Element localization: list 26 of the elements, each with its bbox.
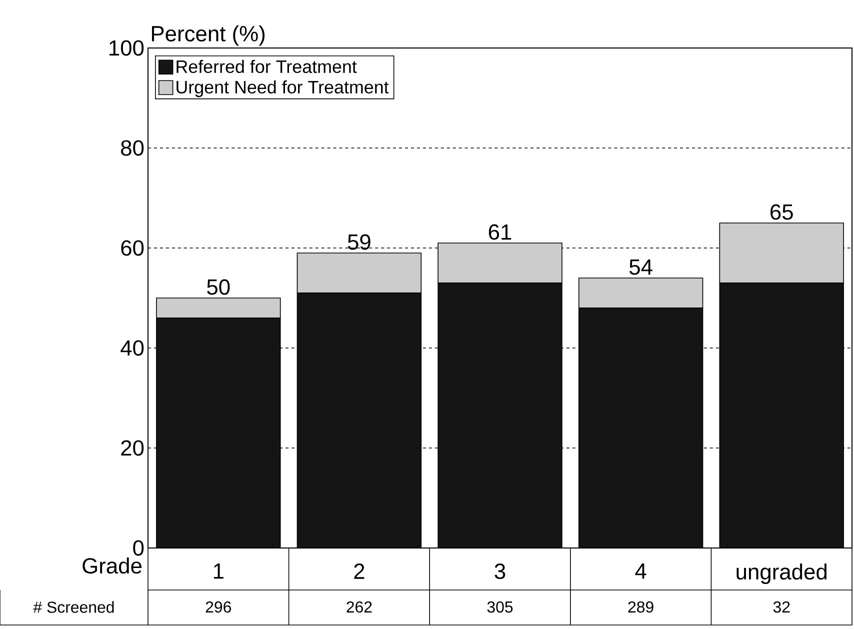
x-tick-label: ungraded: [736, 564, 826, 584]
total-label: 61: [488, 224, 512, 240]
y-tick-label: 100: [110, 40, 144, 56]
x-axis-title: Grade: [82, 558, 142, 574]
total-label: 65: [770, 204, 793, 220]
text: 296: [206, 601, 231, 613]
legend-label: Urgent Need for Treatment: [176, 80, 389, 98]
y-tick-label: 20: [121, 440, 144, 456]
text: # Screened: [33, 601, 114, 613]
total-label: 54: [629, 260, 652, 275]
x-tick-label: 3: [494, 564, 506, 580]
y-tick-label: 40: [120, 340, 144, 356]
text: 32: [773, 601, 790, 613]
y-axis-title: Percent (%): [152, 25, 265, 46]
y-tick-label: 0: [133, 540, 144, 556]
total-label: 50: [207, 279, 230, 295]
legend-label: Referred for Treatment: [176, 60, 357, 74]
y-tick-label: 80: [121, 140, 144, 156]
x-tick-label: 1: [214, 564, 224, 579]
x-tick-label: 4: [635, 564, 646, 579]
text: 262: [346, 601, 372, 613]
text: 289: [628, 601, 654, 613]
x-tick-label: 2: [354, 564, 364, 579]
total-label: 59: [348, 234, 370, 250]
y-tick-label: 60: [121, 240, 144, 256]
text: 305: [487, 601, 513, 613]
